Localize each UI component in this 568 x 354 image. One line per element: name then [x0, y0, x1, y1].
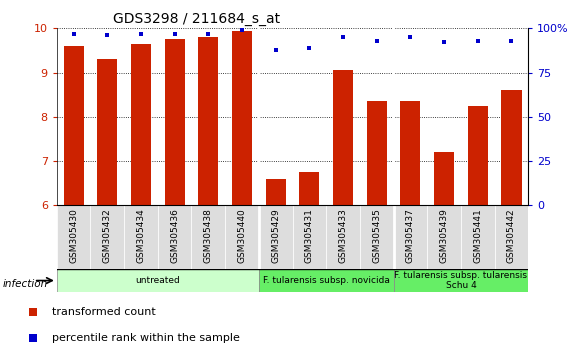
Bar — [400, 101, 420, 205]
Bar — [427, 205, 461, 269]
Text: GSM305441: GSM305441 — [473, 209, 482, 263]
Bar — [467, 106, 488, 205]
Bar — [232, 30, 252, 205]
Bar — [165, 39, 185, 205]
Text: GSM305436: GSM305436 — [170, 209, 179, 263]
Text: GSM305430: GSM305430 — [69, 209, 78, 263]
Text: F. tularensis subsp. novicida: F. tularensis subsp. novicida — [263, 276, 390, 285]
Text: GSM305437: GSM305437 — [406, 209, 415, 263]
Bar — [495, 205, 528, 269]
Text: GSM305429: GSM305429 — [271, 209, 280, 263]
Bar — [198, 37, 219, 205]
Text: infection: infection — [3, 279, 48, 289]
Bar — [434, 152, 454, 205]
Bar — [225, 205, 259, 269]
Text: transformed count: transformed count — [52, 307, 156, 317]
Bar — [293, 205, 326, 269]
Text: GSM305439: GSM305439 — [440, 209, 449, 263]
Bar — [97, 59, 118, 205]
Text: F. tularensis subsp. tularensis
Schu 4: F. tularensis subsp. tularensis Schu 4 — [394, 271, 528, 290]
Text: GSM305433: GSM305433 — [339, 209, 348, 263]
Bar — [502, 90, 521, 205]
Bar — [131, 44, 151, 205]
Bar — [461, 205, 495, 269]
Bar — [266, 179, 286, 205]
Bar — [90, 205, 124, 269]
Bar — [124, 205, 158, 269]
Bar — [366, 101, 387, 205]
Bar — [360, 205, 394, 269]
Bar — [158, 205, 191, 269]
Text: GSM305434: GSM305434 — [136, 209, 145, 263]
Bar — [394, 205, 427, 269]
Text: untreated: untreated — [135, 276, 180, 285]
Bar — [57, 205, 90, 269]
Text: GSM305442: GSM305442 — [507, 209, 516, 263]
Text: percentile rank within the sample: percentile rank within the sample — [52, 333, 240, 343]
Text: GSM305440: GSM305440 — [237, 209, 247, 263]
Bar — [191, 205, 225, 269]
Text: GSM305438: GSM305438 — [204, 209, 213, 263]
Bar — [394, 269, 528, 292]
Bar — [259, 269, 394, 292]
Text: GSM305432: GSM305432 — [103, 209, 112, 263]
Bar — [57, 269, 259, 292]
Bar — [64, 46, 83, 205]
Bar — [326, 205, 360, 269]
Text: GSM305431: GSM305431 — [305, 209, 314, 263]
Bar — [259, 205, 293, 269]
Bar — [333, 70, 353, 205]
Bar — [299, 172, 319, 205]
Text: GSM305435: GSM305435 — [372, 209, 381, 263]
Text: GDS3298 / 211684_s_at: GDS3298 / 211684_s_at — [114, 12, 281, 26]
